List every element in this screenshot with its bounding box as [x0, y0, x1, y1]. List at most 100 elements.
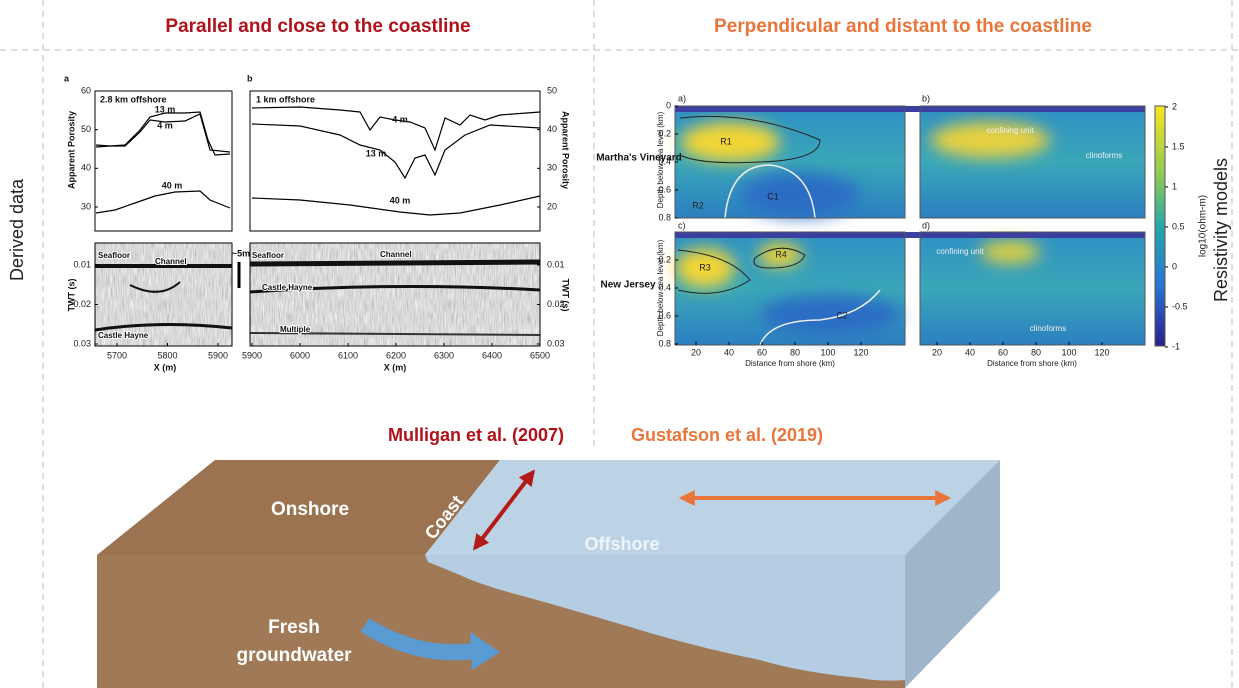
tick-label: 6300 — [434, 350, 454, 360]
seismic-label: Castle Hayne — [98, 331, 149, 340]
zone-label: R3 — [699, 262, 711, 272]
tick-label: 50 — [547, 85, 557, 95]
tick-label: 5700 — [107, 350, 127, 360]
axis-label: Apparent Porosity — [561, 111, 571, 189]
axis-label: Distance from shore (km) — [745, 359, 835, 368]
tick-label: 30 — [81, 201, 91, 211]
tick-label: 80 — [1031, 347, 1041, 357]
axis-label: X (m) — [154, 362, 177, 372]
block-label: Offshore — [584, 534, 659, 554]
curve-label: 13 m — [366, 148, 387, 158]
curve-label: 4 m — [157, 120, 173, 130]
tick-label: 6100 — [338, 350, 358, 360]
curve-label: 4 m — [392, 114, 408, 124]
tick-label: 0.2 — [658, 254, 671, 264]
zone-label: R2 — [692, 200, 704, 210]
header: Parallel and close to the coastline — [165, 16, 470, 37]
tick-label: 60 — [81, 85, 91, 95]
reference: Mulligan et al. (2007) — [388, 425, 564, 445]
block-diagram — [97, 460, 1000, 688]
reference: Gustafson et al. (2019) — [631, 425, 823, 445]
axis-label: X (m) — [384, 362, 407, 372]
tick-label: 50 — [81, 124, 91, 134]
tick-label: 30 — [547, 163, 557, 173]
axis-label: Apparent Porosity — [66, 111, 76, 189]
tick-label: 120 — [853, 347, 868, 357]
block-label: Onshore — [271, 499, 349, 520]
curve-label: 40 m — [390, 195, 411, 205]
tick-label: 1.5 — [1172, 141, 1185, 151]
tick-label: 0.4 — [658, 282, 671, 292]
tick-label: 5800 — [157, 350, 177, 360]
tick-label: 20 — [691, 347, 701, 357]
tick-label: 40 — [724, 347, 734, 357]
zone-label: C2 — [836, 310, 848, 320]
tick-label: 60 — [757, 347, 767, 357]
seismic-label: Channel — [155, 257, 187, 266]
subtitle: 1 km offshore — [256, 94, 315, 104]
tick-label: 6200 — [386, 350, 406, 360]
tick-label: 0.6 — [658, 310, 671, 320]
tick-label: 0.03 — [547, 338, 565, 348]
tick-label: 20 — [932, 347, 942, 357]
header: Perpendicular and distant to the coastli… — [714, 16, 1092, 37]
seismic-label: Channel — [380, 250, 412, 259]
tick-label: 0.01 — [547, 259, 565, 269]
plot-frame — [250, 91, 540, 231]
tick-label: 0 — [1172, 261, 1177, 271]
annotation: confining unit — [936, 247, 984, 256]
tick-label: 0.8 — [658, 212, 671, 222]
tick-label: 5900 — [242, 350, 262, 360]
panel-letter: b — [247, 73, 253, 83]
tick-label: 20 — [547, 201, 557, 211]
tick-label: 0.8 — [658, 338, 671, 348]
tick-label: 100 — [1061, 347, 1076, 357]
tick-label: 60 — [998, 347, 1008, 357]
tick-label: 0.01 — [73, 259, 91, 269]
tick-label: 6400 — [482, 350, 502, 360]
tick-label: 6500 — [530, 350, 550, 360]
tick-label: 5900 — [208, 350, 228, 360]
curve-label: 40 m — [162, 180, 183, 190]
tick-label: 40 — [547, 124, 557, 134]
figure: Parallel and close to the coastline Perpe… — [0, 0, 1239, 688]
tick-label: 0.02 — [73, 299, 91, 309]
seismic-label: Multiple — [280, 325, 311, 334]
zone-label: R1 — [720, 136, 732, 146]
tick-label: 2 — [1172, 101, 1177, 111]
panel-letter: b) — [922, 93, 930, 103]
site-label: New Jersey — [600, 280, 655, 291]
scale-label: ~5m — [232, 248, 250, 258]
panel-letter: a) — [678, 93, 686, 103]
annotation: clinoforms — [1086, 151, 1122, 160]
tick-label: 0.5 — [1172, 221, 1185, 231]
tick-label: 120 — [1094, 347, 1109, 357]
block-label: Fresh — [268, 617, 320, 638]
tick-label: -1 — [1172, 341, 1180, 351]
tick-label: 80 — [790, 347, 800, 357]
block-label: groundwater — [236, 645, 352, 666]
tick-label: 0.2 — [658, 128, 671, 138]
tick-label: 1 — [1172, 181, 1177, 191]
annotation: clinoforms — [1030, 324, 1066, 333]
seismic-label: Castle Hayne — [262, 283, 313, 292]
subtitle: 2.8 km offshore — [100, 94, 167, 104]
tick-label: 0.6 — [658, 184, 671, 194]
axis-label: Distance from shore (km) — [987, 359, 1077, 368]
tick-label: 0.4 — [658, 156, 671, 166]
panel-letter: d) — [922, 220, 930, 230]
zone-label: C1 — [767, 191, 779, 201]
panel-letter: a — [64, 73, 70, 83]
tick-label: 0.02 — [547, 299, 565, 309]
seismic-label: Seafloor — [252, 251, 284, 260]
side-label: Derived data — [7, 178, 27, 281]
zone-label: R4 — [775, 249, 787, 259]
side-label: Resistivity models — [1211, 158, 1231, 302]
tick-label: 40 — [81, 163, 91, 173]
tick-label: -0.5 — [1172, 301, 1188, 311]
tick-label: 6000 — [290, 350, 310, 360]
tick-label: 0 — [666, 100, 671, 110]
tick-label: 40 — [965, 347, 975, 357]
seismic-label: Seafloor — [98, 251, 130, 260]
annotation: confining unit — [986, 126, 1034, 135]
